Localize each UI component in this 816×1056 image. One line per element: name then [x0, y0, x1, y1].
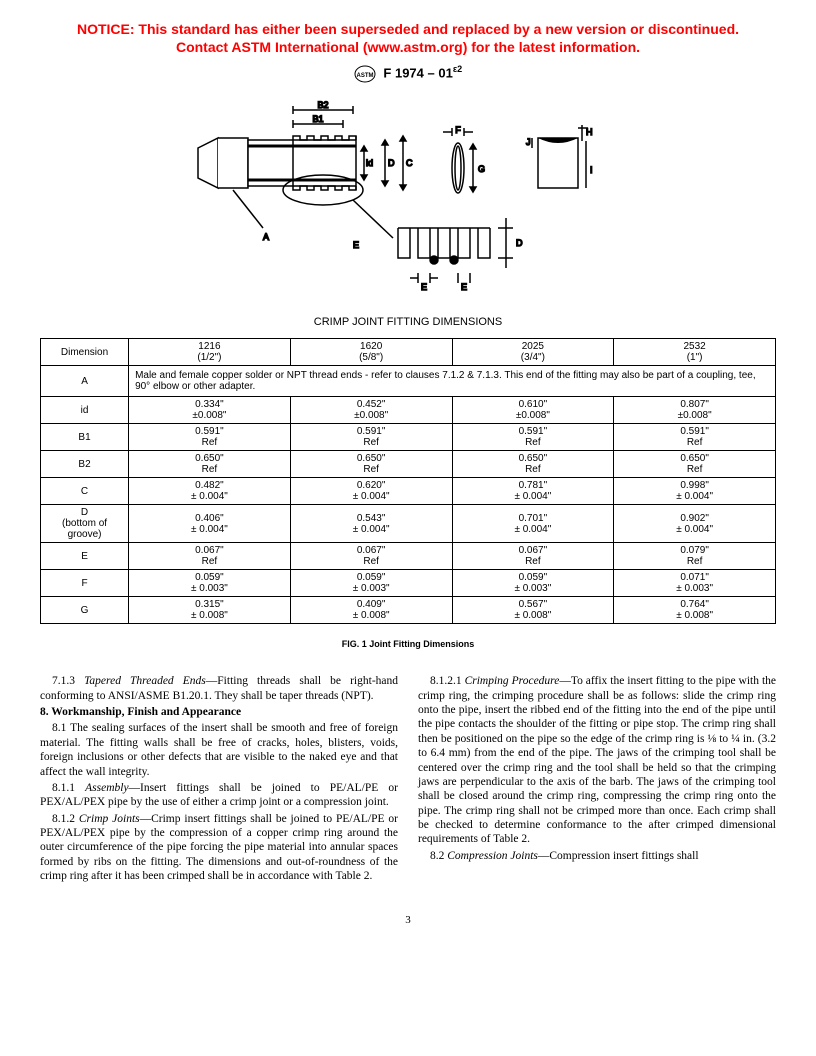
row-label: B2 [41, 451, 129, 478]
row-value: 0.059"± 0.003" [129, 570, 291, 597]
row-value: 0.591"Ref [614, 424, 776, 451]
svg-text:id: id [366, 158, 373, 168]
standard-designation: ASTM F 1974 – 01ε2 [40, 64, 776, 83]
table-row: C0.482"± 0.004"0.620"± 0.004"0.781"± 0.0… [41, 478, 776, 505]
row-value: 0.764"± 0.008" [614, 597, 776, 624]
para-713: 7.1.3 Tapered Threaded Ends—Fitting thre… [40, 674, 398, 703]
row-label: G [41, 597, 129, 624]
table-row: id0.334"±0.008"0.452"±0.008"0.610"±0.008… [41, 397, 776, 424]
notice-banner: NOTICE: This standard has either been su… [40, 20, 776, 56]
svg-text:I: I [590, 165, 593, 175]
svg-text:B1: B1 [312, 114, 323, 124]
row-a-label: A [41, 366, 129, 397]
row-value: 0.067"Ref [129, 543, 291, 570]
svg-text:A: A [263, 232, 269, 242]
astm-logo: ASTM [354, 65, 376, 83]
designation-sup: ε2 [453, 64, 462, 74]
row-value: 0.701"± 0.004" [452, 505, 614, 543]
designation-text: F 1974 – 01 [383, 66, 452, 81]
row-value: 0.610"±0.008" [452, 397, 614, 424]
row-label: E [41, 543, 129, 570]
row-value: 0.059"± 0.003" [452, 570, 614, 597]
row-value: 0.406"± 0.004" [129, 505, 291, 543]
table-row: G0.315"± 0.008"0.409"± 0.008"0.567"± 0.0… [41, 597, 776, 624]
table-row: B20.650"Ref0.650"Ref0.650"Ref0.650"Ref [41, 451, 776, 478]
para-82: 8.2 Compression Joints—Compression inser… [418, 849, 776, 863]
row-value: 0.807"±0.008" [614, 397, 776, 424]
row-value: 0.543"± 0.004" [290, 505, 452, 543]
row-value: 0.781"± 0.004" [452, 478, 614, 505]
svg-text:C: C [406, 158, 413, 168]
table-row: A Male and female copper solder or NPT t… [41, 366, 776, 397]
row-value: 0.650"Ref [614, 451, 776, 478]
svg-text:F: F [455, 125, 461, 135]
para-8121: 8.1.2.1 Crimping Procedure—To affix the … [418, 674, 776, 847]
row-value: 0.902"± 0.004" [614, 505, 776, 543]
svg-text:D: D [388, 158, 395, 168]
table-row: E0.067"Ref0.067"Ref0.067"Ref0.079"Ref [41, 543, 776, 570]
th-1620: 1620(5/8") [290, 339, 452, 366]
row-value: 0.409"± 0.008" [290, 597, 452, 624]
row-label: F [41, 570, 129, 597]
svg-text:E: E [353, 240, 359, 250]
table-row: F0.059"± 0.003"0.059"± 0.003"0.059"± 0.0… [41, 570, 776, 597]
svg-text:E: E [461, 282, 467, 292]
section-8-heading: 8. Workmanship, Finish and Appearance [40, 705, 398, 719]
th-2025: 2025(3/4") [452, 339, 614, 366]
dimensions-table: Dimension 1216(1/2") 1620(5/8") 2025(3/4… [40, 338, 776, 624]
th-2532: 2532(1") [614, 339, 776, 366]
row-value: 0.620"± 0.004" [290, 478, 452, 505]
row-label: id [41, 397, 129, 424]
row-value: 0.567"± 0.008" [452, 597, 614, 624]
row-value: 0.079"Ref [614, 543, 776, 570]
row-value: 0.071"± 0.003" [614, 570, 776, 597]
row-value: 0.482"± 0.004" [129, 478, 291, 505]
svg-text:E: E [421, 282, 427, 292]
row-value: 0.650"Ref [129, 451, 291, 478]
svg-text:ASTM: ASTM [356, 73, 373, 79]
body-text: 7.1.3 Tapered Threaded Ends—Fitting thre… [40, 674, 776, 883]
figure-caption: FIG. 1 Joint Fitting Dimensions [40, 639, 776, 649]
notice-line2: Contact ASTM International (www.astm.org… [40, 38, 776, 56]
table-row: B10.591"Ref0.591"Ref0.591"Ref0.591"Ref [41, 424, 776, 451]
row-value: 0.591"Ref [290, 424, 452, 451]
row-value: 0.067"Ref [290, 543, 452, 570]
row-value: 0.315"± 0.008" [129, 597, 291, 624]
row-a-text: Male and female copper solder or NPT thr… [129, 366, 776, 397]
fitting-diagram: B2 B1 id D C [40, 98, 776, 301]
row-value: 0.059"± 0.003" [290, 570, 452, 597]
svg-text:B2: B2 [317, 100, 328, 110]
row-value: 0.591"Ref [452, 424, 614, 451]
table-title: CRIMP JOINT FITTING DIMENSIONS [40, 316, 776, 328]
notice-line1: NOTICE: This standard has either been su… [40, 20, 776, 38]
para-81: 8.1 The sealing surfaces of the insert s… [40, 721, 398, 779]
svg-text:J: J [526, 137, 531, 147]
th-1216: 1216(1/2") [129, 339, 291, 366]
svg-text:G: G [478, 164, 485, 174]
row-value: 0.452"±0.008" [290, 397, 452, 424]
row-value: 0.998"± 0.004" [614, 478, 776, 505]
th-dimension: Dimension [41, 339, 129, 366]
row-label: D(bottom of groove) [41, 505, 129, 543]
row-value: 0.591"Ref [129, 424, 291, 451]
row-value: 0.650"Ref [290, 451, 452, 478]
row-value: 0.334"±0.008" [129, 397, 291, 424]
row-value: 0.067"Ref [452, 543, 614, 570]
row-label: B1 [41, 424, 129, 451]
page-number: 3 [40, 914, 776, 926]
row-value: 0.650"Ref [452, 451, 614, 478]
svg-text:D: D [516, 238, 523, 248]
table-header-row: Dimension 1216(1/2") 1620(5/8") 2025(3/4… [41, 339, 776, 366]
para-812: 8.1.2 Crimp Joints—Crimp insert fittings… [40, 812, 398, 884]
table-row: D(bottom of groove)0.406"± 0.004"0.543"±… [41, 505, 776, 543]
para-811: 8.1.1 Assembly—Insert fittings shall be … [40, 781, 398, 810]
row-label: C [41, 478, 129, 505]
